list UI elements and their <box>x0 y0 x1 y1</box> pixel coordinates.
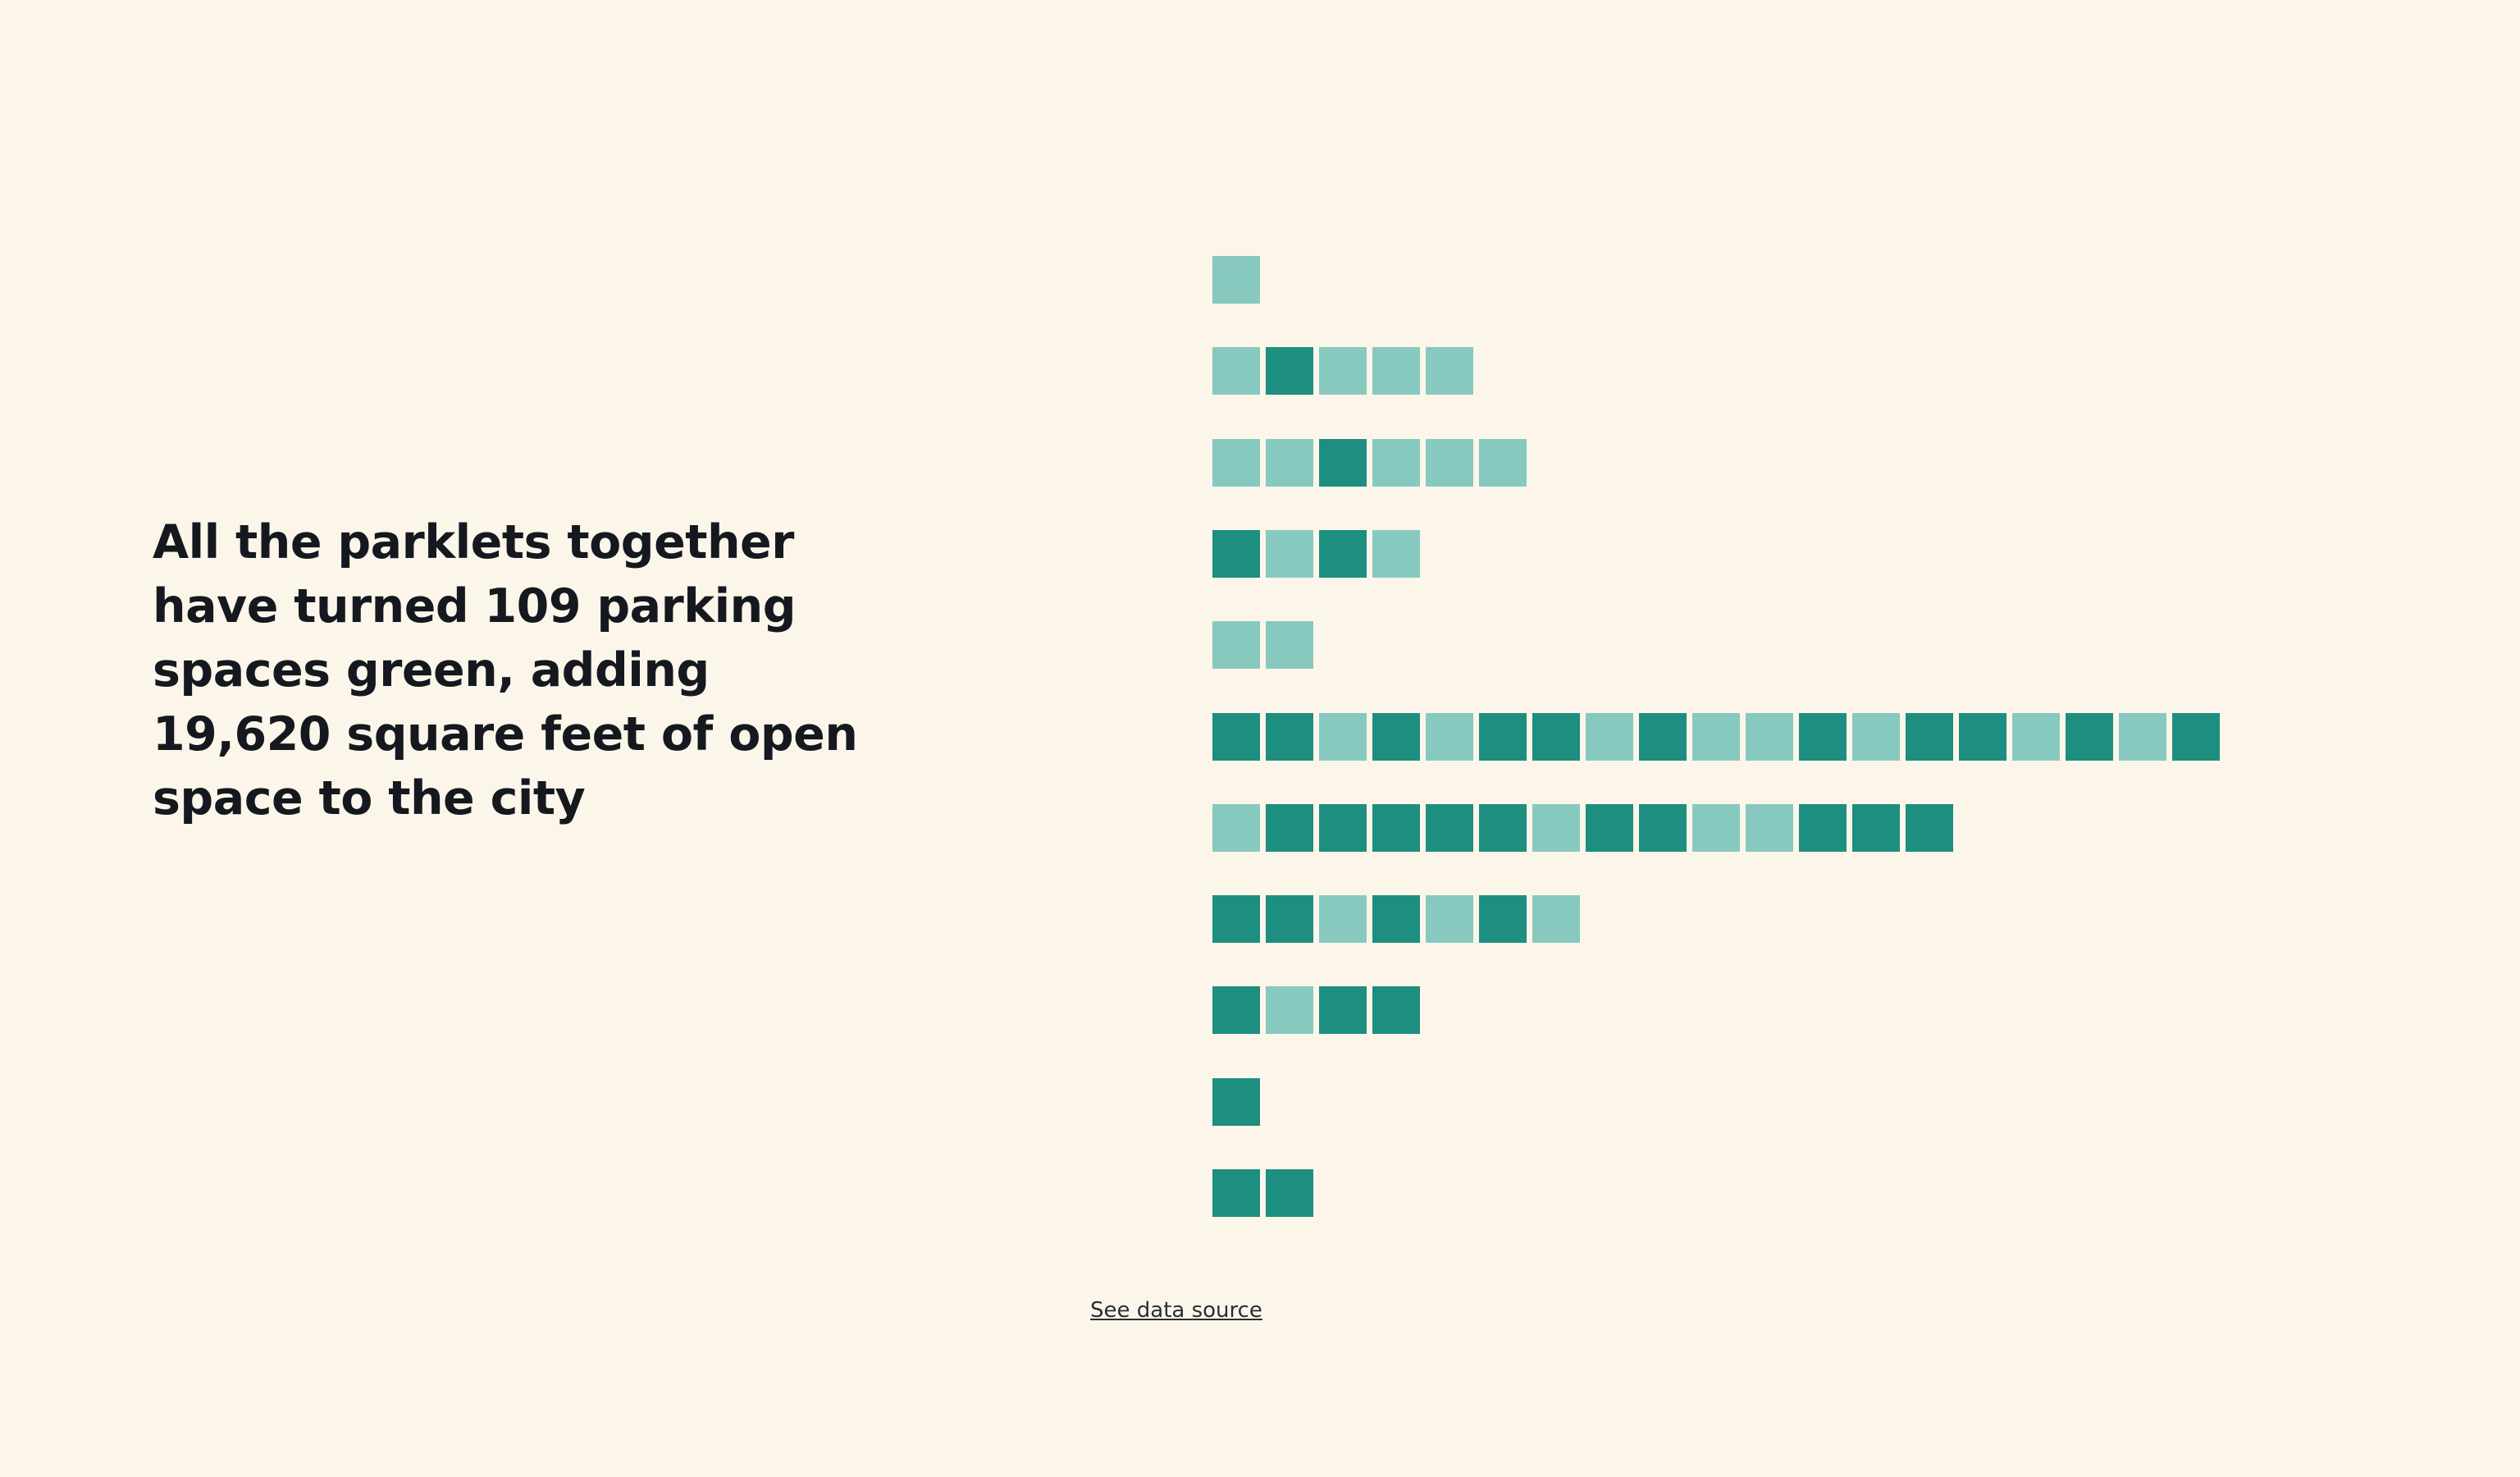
parking-space-square-dark <box>1212 986 1260 1034</box>
parking-space-square-light <box>1746 804 1793 852</box>
parking-space-square-light <box>2012 713 2060 761</box>
parking-space-square-dark <box>1372 804 1420 852</box>
waffle-row <box>1212 530 1420 578</box>
parking-space-square-light <box>1426 713 1473 761</box>
parking-space-square-dark <box>1372 895 1420 943</box>
parking-space-square-light <box>1852 713 1900 761</box>
headline: All the parklets together have turned 10… <box>153 515 858 825</box>
parking-space-square-light <box>1266 530 1313 578</box>
parking-space-square-light <box>1586 713 1633 761</box>
parking-space-square-light <box>1266 986 1313 1034</box>
parking-space-square-dark <box>1212 530 1260 578</box>
parking-space-square-light <box>1372 347 1420 395</box>
waffle-row <box>1212 621 1313 669</box>
parking-space-square-dark <box>1479 804 1527 852</box>
parking-space-square-light <box>1426 347 1473 395</box>
parking-space-square-dark <box>1906 804 1953 852</box>
parking-space-square-dark <box>1372 986 1420 1034</box>
parking-space-square-light <box>1372 439 1420 487</box>
parking-space-square-light <box>1319 347 1367 395</box>
parking-space-square-light <box>1692 804 1740 852</box>
parking-space-square-light <box>1532 895 1580 943</box>
parking-space-square-light <box>1319 895 1367 943</box>
parking-space-square-dark <box>1639 713 1687 761</box>
parking-space-square-dark <box>1852 804 1900 852</box>
parking-space-square-dark <box>1266 1169 1313 1217</box>
parking-space-square-dark <box>1799 713 1847 761</box>
parking-space-square-light <box>1372 530 1420 578</box>
waffle-row <box>1212 804 1953 852</box>
parking-space-square-light <box>1479 439 1527 487</box>
parking-space-square-light <box>1212 439 1260 487</box>
parking-space-square-dark <box>1479 895 1527 943</box>
parking-space-square-dark <box>1372 713 1420 761</box>
parking-space-square-dark <box>1266 713 1313 761</box>
parking-space-square-dark <box>1319 986 1367 1034</box>
parking-space-square-light <box>1212 621 1260 669</box>
parking-space-square-light <box>1212 256 1260 304</box>
parking-space-square-light <box>1426 895 1473 943</box>
parking-space-square-light <box>1319 713 1367 761</box>
parking-space-square-light <box>1266 621 1313 669</box>
waffle-row <box>1212 713 2220 761</box>
parking-space-square-dark <box>1959 713 2006 761</box>
parking-space-square-dark <box>1799 804 1847 852</box>
waffle-row <box>1212 347 1473 395</box>
waffle-row <box>1212 256 1260 304</box>
parking-space-square-light <box>1266 439 1313 487</box>
parking-space-square-dark <box>1532 713 1580 761</box>
parking-space-square-light <box>1212 347 1260 395</box>
parking-space-square-dark <box>1586 804 1633 852</box>
parking-space-square-dark <box>1212 895 1260 943</box>
parking-space-square-dark <box>1266 895 1313 943</box>
parking-space-square-dark <box>1426 804 1473 852</box>
parking-space-square-dark <box>1906 713 1953 761</box>
parking-space-square-light <box>1212 804 1260 852</box>
parking-space-square-dark <box>1319 439 1367 487</box>
waffle-row <box>1212 1078 1260 1126</box>
parking-space-square-dark <box>1266 804 1313 852</box>
parking-space-square-dark <box>1212 713 1260 761</box>
parking-space-square-light <box>1532 804 1580 852</box>
waffle-row <box>1212 1169 1313 1217</box>
parking-space-square-dark <box>2172 713 2220 761</box>
parking-space-square-light <box>1426 439 1473 487</box>
parking-space-square-light <box>1692 713 1740 761</box>
parking-space-square-light <box>1746 713 1793 761</box>
parking-space-square-dark <box>1319 804 1367 852</box>
data-source-link[interactable]: See data source <box>1090 1298 1262 1323</box>
waffle-row <box>1212 986 1420 1034</box>
parking-space-square-light <box>2119 713 2166 761</box>
parking-space-square-dark <box>1479 713 1527 761</box>
waffle-row <box>1212 439 1527 487</box>
parking-space-square-dark <box>2066 713 2113 761</box>
parking-space-square-dark <box>1319 530 1367 578</box>
parking-space-square-dark <box>1212 1169 1260 1217</box>
parking-space-square-dark <box>1212 1078 1260 1126</box>
waffle-row <box>1212 895 1580 943</box>
parking-space-square-dark <box>1639 804 1687 852</box>
parking-space-square-dark <box>1266 347 1313 395</box>
